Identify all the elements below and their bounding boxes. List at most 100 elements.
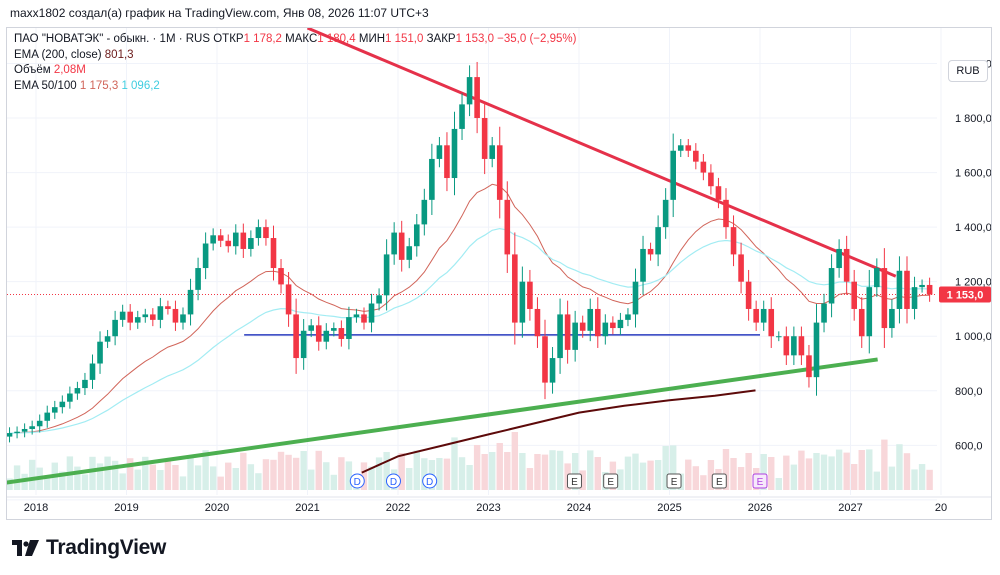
volume-bar (911, 469, 918, 490)
legend: ПАО "НОВАТЭК" - обыкн. · 1M · RUS ОТКР1 … (14, 32, 576, 94)
candle-body (843, 248, 850, 282)
legend-ema50-100-row[interactable]: EMA 50/100 1 175,3 1 096,2 (14, 79, 576, 95)
volume-bar (700, 475, 707, 490)
volume-bar (549, 450, 556, 490)
volume-bar (443, 458, 451, 490)
candle-body (44, 412, 51, 421)
candle-body (7, 433, 13, 437)
currency-button[interactable]: RUB (948, 60, 988, 82)
candle-body (127, 311, 133, 323)
volume-bar (654, 460, 662, 490)
y-tick-label: 1 000,0 (955, 331, 991, 343)
candle-body (383, 254, 390, 296)
earnings-marker (666, 473, 682, 489)
candle-body (300, 330, 307, 359)
volume-bar (828, 456, 835, 490)
candle-body (202, 243, 209, 269)
candle-body (557, 314, 563, 359)
candle-body (263, 227, 269, 239)
candle-body (768, 308, 775, 337)
candle-body (534, 308, 541, 337)
candle-body (874, 268, 880, 288)
candle-body (919, 284, 925, 288)
volume-bar (247, 464, 255, 490)
volume-bar (466, 465, 473, 490)
volume-bar (805, 458, 813, 490)
price-chart[interactable]: D D D E E E E E 1 153,0 600,0 800,0 1 000,0 1 200,0… (7, 28, 991, 519)
candle-body (429, 158, 435, 200)
candle-body (315, 325, 322, 342)
candle-body (157, 306, 164, 320)
candle-body (278, 268, 284, 285)
legend-volume-row[interactable]: Объём 2,08M (14, 63, 576, 79)
volume-bar (119, 473, 126, 490)
candle-body (881, 268, 888, 329)
y-tick-label: 800,0 (955, 386, 983, 398)
candle-body (217, 235, 224, 241)
tradingview-logo[interactable]: TradingView (12, 536, 166, 560)
earnings-marker (711, 473, 727, 489)
y-tick-label: 1 800,0 (955, 113, 991, 125)
volume-bar (149, 464, 157, 490)
candle-body (745, 281, 752, 309)
candle-body (444, 145, 450, 179)
candle-body (549, 358, 556, 383)
candle-body (647, 248, 654, 255)
volume-bar (670, 445, 677, 490)
volume-bar (360, 462, 368, 490)
volume-bar (768, 457, 775, 490)
candle-body (512, 254, 518, 323)
ema50-value: 1 175,3 (79, 79, 119, 92)
candle-body (376, 295, 382, 304)
candle-body (594, 308, 601, 337)
high-label: МАКС (285, 33, 318, 45)
candle-body (331, 328, 337, 331)
candle-body (542, 336, 548, 383)
x-tick-label: 2020 (205, 502, 229, 514)
volume-bar (639, 462, 647, 490)
candle-body (640, 248, 646, 282)
grid (7, 28, 942, 501)
volume-bar (489, 452, 496, 490)
dividend-marker-label: D (426, 477, 433, 488)
volume-bar (881, 439, 888, 490)
candle-body (519, 281, 526, 323)
legend-ema200-row[interactable]: EMA (200, close) 801,3 (14, 48, 576, 64)
candle-body (368, 303, 375, 323)
volume-bar (594, 457, 601, 490)
candle-body (700, 161, 707, 173)
candle-body (798, 336, 805, 356)
symbol-title[interactable]: ПАО "НОВАТЭК" - обыкн. · 1M · RUS (14, 33, 211, 45)
candle-body (436, 145, 443, 159)
volume-bar (813, 453, 820, 490)
volume-bar (89, 456, 96, 490)
candle-body (730, 227, 737, 255)
earnings-marker-label: E (716, 477, 723, 488)
candle-body (104, 336, 111, 342)
candle-body (29, 426, 35, 429)
volume-bar (398, 453, 405, 490)
volume-bar (722, 449, 730, 490)
candle-body (172, 308, 179, 323)
volume-bar (164, 460, 172, 490)
candle-body (67, 393, 73, 402)
candle-body (632, 281, 639, 315)
resistance-trendline (306, 28, 897, 278)
volume-bar (647, 460, 654, 490)
candle-body (459, 104, 465, 129)
volume-bar (111, 460, 119, 490)
volume-bar (28, 459, 36, 490)
upcoming-earnings-marker-label: E (757, 477, 764, 488)
volume-bar (421, 458, 428, 490)
candle-body (836, 248, 842, 269)
candle-body (527, 281, 533, 309)
earnings-marker (603, 473, 619, 489)
candle-body (753, 308, 759, 323)
volume-bar (338, 457, 345, 490)
volume-bar (835, 449, 843, 490)
tradingview-logo-text: TradingView (46, 536, 167, 559)
chart-frame[interactable]: D D D E E E E E 1 153,0 600,0 800,0 1 000,0 1 200,0… (6, 27, 992, 520)
support-trendline (7, 357, 878, 485)
volume-bar (96, 463, 104, 490)
candle-body (142, 314, 149, 318)
